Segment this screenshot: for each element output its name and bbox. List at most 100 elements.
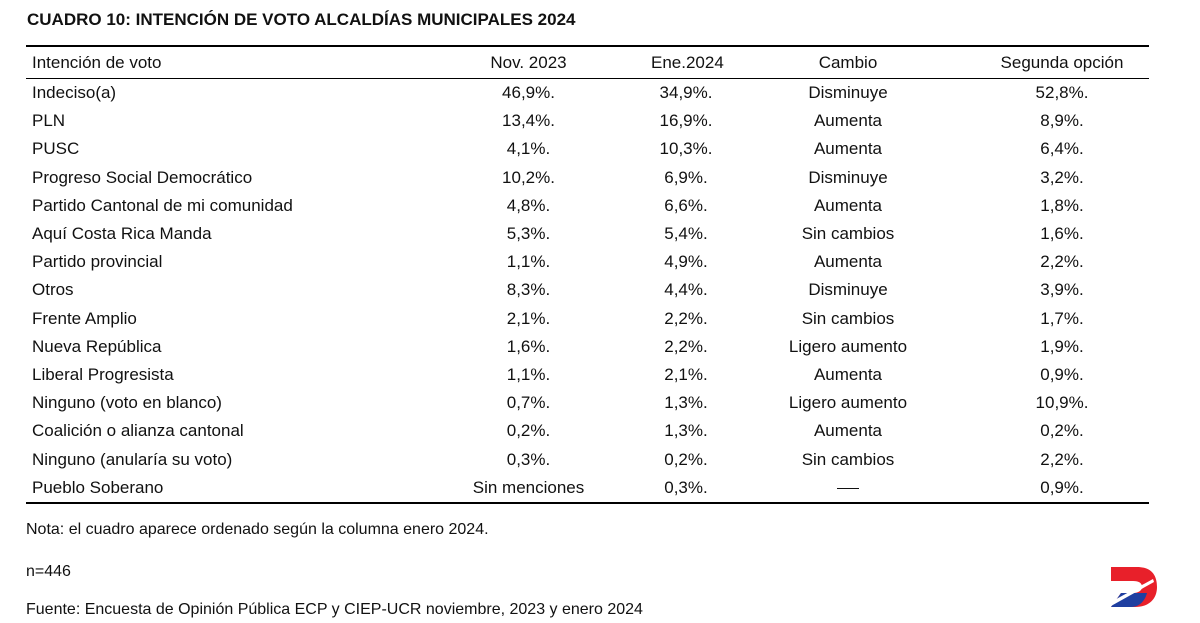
cell-ene-2024: 6,6%.: [664, 195, 708, 215]
cell-intencion: PUSC: [32, 139, 80, 159]
cell-segunda-opcion: 1,9%.: [1040, 336, 1084, 356]
cell-nov-2023: 4,1%.: [506, 139, 551, 159]
cell-cambio: Aumenta: [813, 364, 883, 384]
cell-ene-2024: 4,4%.: [664, 280, 708, 300]
cell-segunda-opcion: 6,4%.: [1040, 139, 1084, 159]
cell-segunda-opcion: 3,2%.: [1040, 167, 1084, 187]
cell-cambio: Aumenta: [813, 111, 883, 131]
cell-segunda-opcion: 0,9%.: [1040, 477, 1084, 497]
cell-cambio: Aumenta: [813, 139, 883, 159]
cell-ene-2024: 4,9%.: [664, 252, 708, 272]
cell-nov-2023: 5,3%.: [506, 224, 551, 244]
cell-cambio: Sin cambios: [801, 308, 895, 328]
cell-nov-2023: 46,9%.: [502, 83, 555, 103]
cell-ene-2024: 0,2%.: [664, 449, 708, 469]
table-row: Coalición o alianza cantonal 0,2%. 1,3%. Au…: [26, 417, 1149, 445]
no-data-dash: [837, 487, 859, 489]
cell-ene-2024: 0,3%.: [664, 477, 708, 497]
cell-ene-2024: 6,9%.: [664, 167, 708, 187]
table-row: Partido provincial 1,1%. 4,9%. Aumenta 2,2%.: [26, 248, 1149, 276]
cell-segunda-opcion: 2,2%.: [1040, 252, 1084, 272]
cell-ene-2024: 2,2%.: [664, 336, 708, 356]
cell-segunda-opcion: 52,8%.: [1035, 83, 1089, 103]
cell-ene-2024: 34,9%.: [659, 83, 713, 103]
cell-intencion: Frente Amplio: [32, 308, 137, 328]
source-text: Fuente: Encuesta de Opinión Pública ECP …: [26, 601, 643, 618]
cell-segunda-opcion: 1,6%.: [1040, 224, 1084, 244]
cell-ene-2024: 2,2%.: [664, 308, 708, 328]
table-row: Ninguno (anularía su voto) 0,3%. 0,2%. Sin …: [26, 445, 1149, 473]
cell-ene-2024: 16,9%.: [659, 111, 713, 131]
cell-segunda-opcion: 0,9%.: [1040, 364, 1084, 384]
cell-intencion: Ninguno (voto en blanco): [32, 393, 222, 413]
cell-cambio: Aumenta: [813, 421, 883, 441]
cell-intencion: Partido provincial: [32, 252, 163, 272]
cell-segunda-opcion: 10,9%.: [1035, 393, 1089, 413]
cell-nov-2023: 8,3%.: [506, 280, 551, 300]
table-body: Indeciso(a) 46,9%. 34,9%. Disminuye 52,8%. PL…: [26, 79, 1149, 503]
cell-cambio: Ligero aumento: [788, 393, 908, 413]
cell-intencion: Otros: [32, 280, 74, 300]
cell-nov-2023: 2,1%.: [506, 308, 551, 328]
cell-cambio: Sin cambios: [801, 224, 895, 244]
cell-segunda-opcion: 8,9%.: [1040, 111, 1084, 131]
cell-nov-2023: 13,4%.: [502, 111, 555, 131]
cell-ene-2024: 10,3%.: [659, 139, 713, 159]
table-row: Frente Amplio 2,1%. 2,2%. Sin cambios 1,7%.: [26, 305, 1149, 333]
cell-nov-2023: Sin menciones: [472, 477, 585, 497]
results-table-container: Intención de voto Nov. 2023 Ene.2024 Cam…: [26, 45, 1149, 504]
cell-intencion: Pueblo Soberano: [32, 477, 164, 497]
table-row: Otros 8,3%. 4,4%. Disminuye 3,9%.: [26, 276, 1149, 304]
table-title: CUADRO 10: INTENCIÓN DE VOTO ALCALDÍAS M…: [27, 10, 576, 29]
cell-nov-2023: 1,1%.: [506, 252, 551, 272]
table-row: PUSC 4,1%. 10,3%. Aumenta 6,4%.: [26, 135, 1149, 163]
cell-cambio: Disminuye: [808, 167, 888, 187]
header-ene-2024: Ene.2024: [651, 52, 724, 72]
table-row: Progreso Social Democrático 10,2%. 6,9%. Di…: [26, 164, 1149, 192]
cell-intencion: Nueva República: [32, 336, 162, 356]
cell-segunda-opcion: 3,9%.: [1040, 280, 1084, 300]
cell-ene-2024: 1,3%.: [664, 421, 708, 441]
table-row: Nueva República 1,6%. 2,2%. Ligero aumento 1…: [26, 333, 1149, 361]
note-text: Nota: el cuadro aparece ordenado según l…: [26, 521, 489, 538]
cell-cambio: Aumenta: [813, 195, 883, 215]
cell-segunda-opcion: 1,7%.: [1040, 308, 1084, 328]
table-row: Partido Cantonal de mi comunidad 4,8%. 6,6…: [26, 192, 1149, 220]
cell-nov-2023: 0,2%.: [506, 421, 551, 441]
cell-cambio: Ligero aumento: [788, 336, 908, 356]
cell-nov-2023: 1,6%.: [506, 336, 551, 356]
table-row: Liberal Progresista 1,1%. 2,1%. Aumenta 0,9%…: [26, 361, 1149, 389]
cell-nov-2023: 1,1%.: [506, 364, 551, 384]
cell-nov-2023: 0,7%.: [506, 393, 551, 413]
cell-intencion: Coalición o alianza cantonal: [32, 421, 244, 441]
cell-intencion: PLN: [32, 111, 66, 131]
cell-ene-2024: 5,4%.: [664, 224, 708, 244]
cell-nov-2023: 4,8%.: [506, 195, 551, 215]
cell-intencion: Partido Cantonal de mi comunidad: [32, 195, 293, 215]
header-nov-2023: Nov. 2023: [490, 52, 567, 72]
cell-intencion: Aquí Costa Rica Manda: [32, 224, 212, 244]
table-row: Indeciso(a) 46,9%. 34,9%. Disminuye 52,8%.: [26, 79, 1149, 108]
cell-intencion: Progreso Social Democrático: [32, 167, 253, 187]
cell-cambio: Aumenta: [813, 252, 883, 272]
sample-size: n=446: [26, 563, 71, 580]
publisher-logo-icon: [1109, 567, 1157, 607]
header-intencion: Intención de voto: [32, 52, 162, 72]
cell-intencion: Liberal Progresista: [32, 364, 174, 384]
cell-ene-2024: 2,1%.: [664, 364, 708, 384]
table-row: Aquí Costa Rica Manda 5,3%. 5,4%. Sin cambi…: [26, 220, 1149, 248]
cell-cambio: Sin cambios: [801, 449, 895, 469]
cell-segunda-opcion: 1,8%.: [1040, 195, 1084, 215]
table-row: Ninguno (voto en blanco) 0,7%. 1,3%. Ligero…: [26, 389, 1149, 417]
cell-nov-2023: 10,2%.: [502, 167, 555, 187]
cell-intencion: Indeciso(a): [32, 83, 117, 103]
cell-cambio: [721, 474, 975, 503]
cell-segunda-opcion: 0,2%.: [1040, 421, 1084, 441]
cell-cambio: Disminuye: [808, 83, 888, 103]
header-segunda-opcion: Segunda opción: [1000, 52, 1124, 72]
table-row: PLN 13,4%. 16,9%. Aumenta 8,9%.: [26, 107, 1149, 135]
vote-intention-table: Intención de voto Nov. 2023 Ene.2024 Cam…: [26, 45, 1149, 504]
cell-cambio: Disminuye: [808, 280, 888, 300]
table-header-row: Intención de voto Nov. 2023 Ene.2024 Cam…: [26, 46, 1149, 79]
cell-intencion: Ninguno (anularía su voto): [32, 449, 233, 469]
